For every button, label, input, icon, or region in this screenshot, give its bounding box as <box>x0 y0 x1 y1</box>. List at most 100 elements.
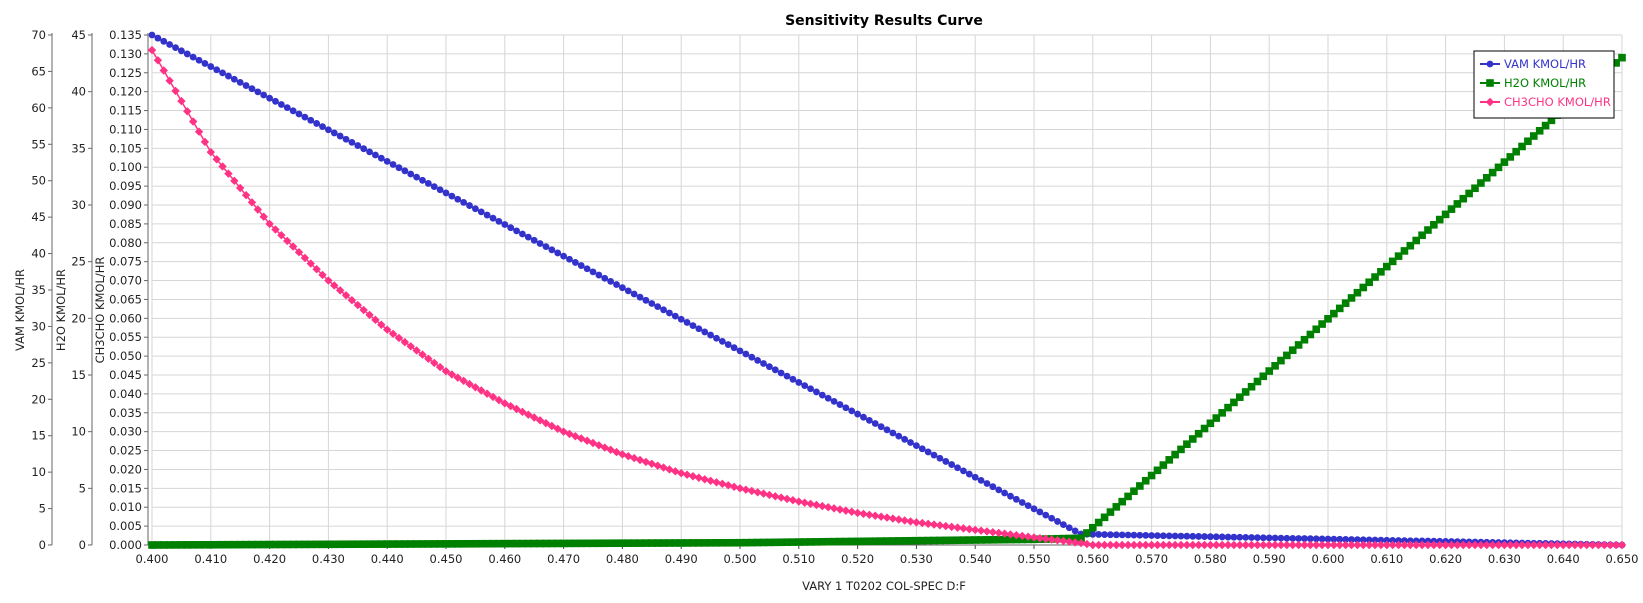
data-point <box>842 537 850 546</box>
data-point <box>677 539 685 547</box>
data-point <box>876 512 886 521</box>
data-point <box>776 493 786 502</box>
data-point <box>1159 540 1168 550</box>
data-point <box>1500 540 1509 550</box>
data-point <box>983 536 991 544</box>
data-point <box>1524 137 1532 146</box>
data-point <box>465 379 474 389</box>
data-point <box>312 540 321 549</box>
data-point <box>1253 377 1262 386</box>
data-point <box>1535 540 1544 550</box>
data-point <box>548 246 556 254</box>
data-point <box>1095 531 1103 538</box>
data-point <box>513 227 520 235</box>
data-point <box>159 66 168 75</box>
data-point <box>335 286 345 295</box>
data-point <box>829 504 839 513</box>
data-point <box>218 162 227 171</box>
data-point <box>1265 540 1274 550</box>
data-point <box>1294 341 1303 349</box>
data-point <box>1447 540 1456 550</box>
data-point <box>430 540 439 548</box>
data-point <box>366 148 373 156</box>
data-point <box>442 189 450 197</box>
data-point <box>1371 273 1379 281</box>
data-point <box>830 537 838 546</box>
data-point <box>1206 419 1215 428</box>
data-point <box>671 312 679 320</box>
x-tick-label: 0.420 <box>253 552 286 566</box>
data-point <box>1600 540 1609 550</box>
data-point <box>948 461 956 468</box>
data-point <box>718 479 727 488</box>
x-tick-label: 0.520 <box>841 552 874 566</box>
data-point <box>442 540 450 548</box>
data-point <box>565 539 574 548</box>
data-point <box>889 429 897 437</box>
data-point <box>1253 540 1262 550</box>
data-point <box>330 540 339 549</box>
data-point <box>971 525 980 535</box>
data-point <box>1218 409 1226 417</box>
data-point <box>347 296 357 305</box>
data-point <box>1594 540 1603 550</box>
x-tick-label: 0.620 <box>1429 552 1462 566</box>
data-point <box>1312 535 1320 543</box>
y-tick-label: 70 <box>31 28 46 42</box>
data-point <box>271 540 280 549</box>
data-point <box>965 470 973 478</box>
x-tick-label: 0.600 <box>1312 552 1345 566</box>
data-point <box>1494 540 1503 550</box>
data-point <box>1441 540 1450 550</box>
data-point <box>1130 487 1138 495</box>
data-point <box>1471 184 1479 193</box>
data-point <box>1382 540 1391 550</box>
data-point <box>566 255 573 263</box>
data-point <box>665 465 674 474</box>
data-point <box>871 511 880 520</box>
data-point <box>201 60 209 67</box>
data-point <box>612 539 621 548</box>
data-point <box>659 539 668 547</box>
data-point <box>212 155 221 164</box>
data-point <box>1312 325 1321 334</box>
data-point <box>1135 540 1145 550</box>
data-point <box>377 320 386 329</box>
data-point <box>342 135 350 143</box>
data-point <box>1277 356 1285 365</box>
data-point <box>177 96 186 106</box>
data-point <box>1377 268 1385 276</box>
data-point <box>935 521 945 530</box>
series-h2o <box>148 53 1626 549</box>
data-point <box>923 519 933 529</box>
data-point <box>1370 540 1380 550</box>
data-point <box>524 539 533 548</box>
data-point <box>400 337 410 347</box>
data-point <box>230 540 239 549</box>
data-point <box>707 331 714 339</box>
data-point <box>412 346 421 355</box>
x-axis-label: VARY 1 T0202 COL-SPEC D:F <box>802 579 966 593</box>
data-point <box>835 505 845 514</box>
data-point <box>1435 215 1444 224</box>
data-point <box>977 536 985 544</box>
data-point <box>1394 540 1403 550</box>
x-tick-label: 0.580 <box>1194 552 1227 566</box>
data-point <box>224 169 233 178</box>
data-point <box>459 539 468 548</box>
data-point <box>736 347 744 355</box>
data-point <box>942 536 950 545</box>
data-point <box>906 536 915 545</box>
data-point <box>641 457 651 467</box>
data-point <box>1324 535 1332 543</box>
data-point <box>165 541 174 549</box>
data-point <box>1323 540 1333 550</box>
data-point <box>436 186 444 194</box>
data-point <box>1200 540 1209 550</box>
data-point <box>847 537 856 546</box>
data-point <box>1318 320 1326 328</box>
data-point <box>1441 210 1450 219</box>
data-point <box>1218 533 1226 541</box>
data-point <box>419 176 426 184</box>
